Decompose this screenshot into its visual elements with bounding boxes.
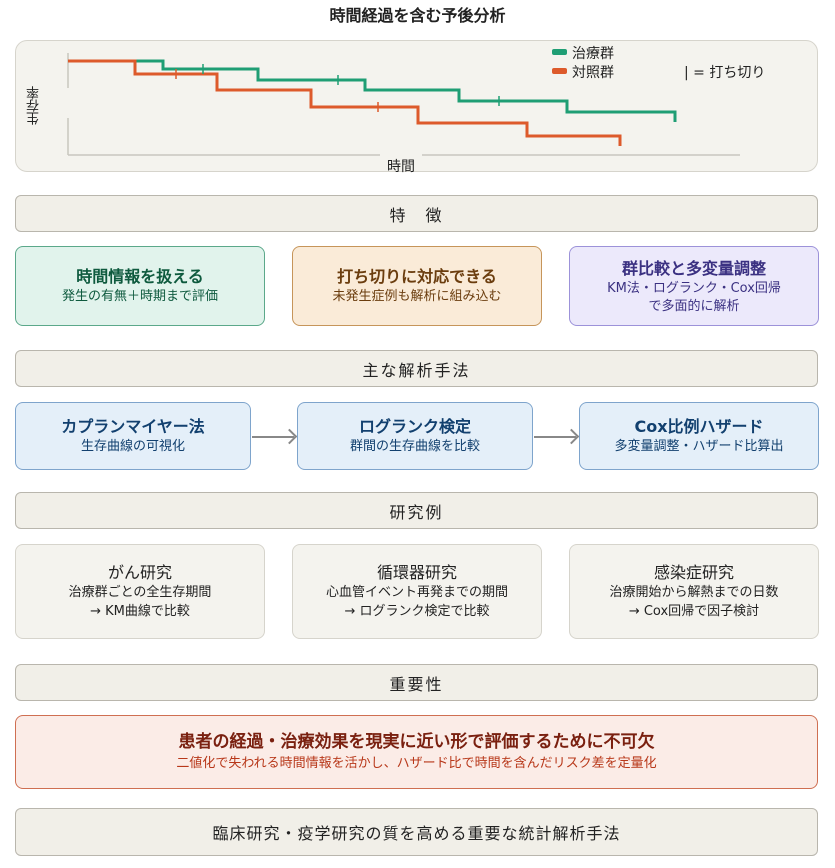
methods-header: 主な解析手法 xyxy=(15,350,818,387)
page-title: 時間経過を含む予後分析 xyxy=(329,6,506,25)
method-desc: 多変量調整・ハザード比算出 xyxy=(614,439,784,455)
legend-label-control: 対照群 xyxy=(572,65,614,81)
examples-header: 研究例 xyxy=(15,492,818,529)
example-method: → KM曲線で比較 xyxy=(90,604,190,620)
feature-card-comparison: 群比較と多変量調整 KM法・ログランク・Cox回帰 で多面的に解析 xyxy=(569,246,819,326)
example-card-cardiovascular: 循環器研究 心血管イベント再発までの期間 → ログランク検定で比較 xyxy=(292,544,542,639)
feature-card-time: 時間情報を扱える 発生の有無＋時期まで評価 xyxy=(15,246,265,326)
example-title: 循環器研究 xyxy=(376,563,457,583)
importance-desc: 二値化で失われる時間情報を活かし、ハザード比で時間を含んだリスク差を定量化 xyxy=(176,755,657,771)
importance-title: 患者の経過・治療効果を現実に近い形で評価するために不可欠 xyxy=(178,732,655,753)
y-axis-label: 生存率 xyxy=(27,86,42,125)
feature-desc: 未発生症例も解析に組み込む xyxy=(332,289,502,305)
example-card-infection: 感染症研究 治療開始から解熱までの日数 → Cox回帰で因子検討 xyxy=(569,544,819,639)
arrow-right-icon xyxy=(534,436,576,438)
example-desc: 治療開始から解熱までの日数 xyxy=(609,585,779,601)
method-card-cox: Cox比例ハザード 多変量調整・ハザード比算出 xyxy=(579,402,819,470)
censor-note: | = 打ち切り xyxy=(684,65,766,81)
feature-card-censoring: 打ち切りに対応できる 未発生症例も解析に組み込む xyxy=(292,246,542,326)
features-header: 特 徴 xyxy=(15,195,818,232)
method-desc: 生存曲線の可視化 xyxy=(80,439,185,455)
legend-swatch-control xyxy=(552,68,567,74)
method-title: Cox比例ハザード xyxy=(634,416,764,436)
feature-desc: KM法・ログランク・Cox回帰 で多面的に解析 xyxy=(607,281,781,314)
control-curve xyxy=(68,59,622,146)
example-method: → Cox回帰で因子検討 xyxy=(628,604,760,620)
method-desc: 群間の生存曲線を比較 xyxy=(349,439,480,455)
survival-curve-diagram xyxy=(67,49,740,156)
importance-card: 患者の経過・治療効果を現実に近い形で評価するために不可欠 二値化で失われる時間情… xyxy=(15,715,818,789)
method-title: カプランマイヤー法 xyxy=(61,416,205,436)
example-method: → ログランク検定で比較 xyxy=(344,604,490,620)
method-title: ログランク検定 xyxy=(358,416,471,436)
example-desc: 心血管イベント再発までの期間 xyxy=(325,585,508,601)
method-card-logrank: ログランク検定 群間の生存曲線を比較 xyxy=(297,402,533,470)
importance-header: 重要性 xyxy=(15,664,818,701)
feature-title: 時間情報を扱える xyxy=(76,266,204,286)
footer-summary: 臨床研究・疫学研究の質を高める重要な統計解析手法 xyxy=(15,808,818,856)
arrow-right-icon xyxy=(252,436,294,438)
example-title: 感染症研究 xyxy=(653,563,734,583)
treatment-curve xyxy=(68,59,677,122)
legend-label-treatment: 治療群 xyxy=(572,46,614,62)
legend-swatch-treatment xyxy=(552,49,567,55)
x-axis-label: 時間 xyxy=(387,159,415,175)
feature-title: 打ち切りに対応できる xyxy=(337,266,497,286)
example-card-cancer: がん研究 治療群ごとの全生存期間 → KM曲線で比較 xyxy=(15,544,265,639)
example-title: がん研究 xyxy=(107,563,172,583)
method-card-kaplan-meier: カプランマイヤー法 生存曲線の可視化 xyxy=(15,402,251,470)
feature-title: 群比較と多変量調整 xyxy=(621,258,766,278)
feature-desc: 発生の有無＋時期まで評価 xyxy=(61,289,218,305)
example-desc: 治療群ごとの全生存期間 xyxy=(68,585,212,601)
